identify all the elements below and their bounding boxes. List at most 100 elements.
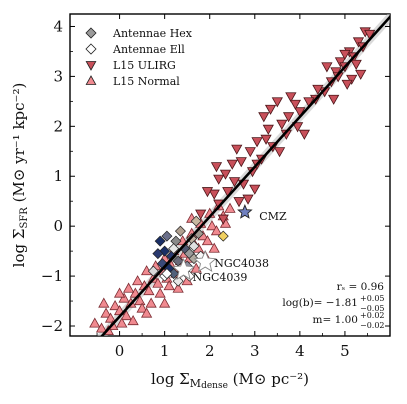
y-tick-label: 4 — [53, 17, 63, 35]
l15-normal-point — [100, 307, 112, 318]
stat-m-sup: +0.02 — [360, 311, 385, 320]
x-tick-label: 2 — [205, 342, 215, 360]
l15-normal-point — [140, 307, 153, 318]
l15-ulirg-point — [282, 112, 295, 123]
l15-ulirg-point — [260, 134, 272, 145]
l15-ulirg-point — [271, 97, 283, 108]
l15-ulirg-point — [201, 187, 214, 198]
antennae-ell-point — [147, 265, 159, 277]
stat-m-sub: −0.02 — [360, 321, 385, 330]
l15-normal-point — [95, 322, 108, 333]
l15-ulirg-point — [291, 122, 304, 133]
stat-logb: log(b)= −1.81 — [282, 297, 358, 309]
plot-border — [69, 13, 391, 337]
l15-ulirg-point — [364, 29, 376, 40]
l15-ulirg-point — [328, 94, 340, 105]
antennae-hex-point — [154, 235, 166, 247]
l15-ulirg-point — [228, 177, 241, 188]
l15-ulirg-point — [226, 159, 238, 170]
antennae-hex-point — [159, 245, 171, 257]
l15-ulirg-point — [235, 157, 247, 168]
antennae-hex-point — [190, 215, 202, 227]
l15-ulirg-point — [339, 49, 351, 60]
l15-ulirg-point — [334, 57, 347, 68]
l15-normal-point — [116, 317, 128, 328]
l15-normal-point — [118, 292, 130, 303]
l15-ulirg-point — [352, 37, 365, 48]
l15-normal-point — [136, 302, 148, 313]
legend-marker — [85, 27, 97, 39]
antennae-ell-point — [217, 230, 229, 242]
x-tick-label: 4 — [295, 342, 305, 360]
l15-ulirg-point — [346, 74, 358, 85]
l15-ulirg-point — [312, 84, 324, 95]
l15-ulirg-point — [222, 187, 234, 198]
legend-label: Antennae Hex — [112, 27, 193, 40]
y-tick-label: 2 — [53, 117, 63, 135]
l15-ulirg-point — [244, 147, 256, 158]
l15-ulirg-point — [251, 137, 263, 148]
l15-normal-point — [152, 277, 164, 288]
legend-marker — [85, 75, 97, 85]
stat-m: m= 1.00 — [313, 314, 358, 326]
l15-ulirg-point — [258, 112, 270, 123]
antennae-ell-point — [168, 243, 180, 255]
l15-normal-point — [210, 225, 223, 236]
fit-line — [100, 15, 390, 336]
l15-normal-point — [122, 282, 135, 293]
x-tick-label: 0 — [115, 342, 125, 360]
l15-normal-point — [89, 317, 101, 328]
x-tick-label: 5 — [340, 342, 350, 360]
l15-normal-point — [224, 202, 236, 213]
l15-normal-point — [172, 282, 184, 293]
l15-normal-point — [145, 297, 157, 308]
l15-ulirg-point — [210, 162, 223, 173]
l15-ulirg-point — [231, 144, 243, 155]
l15-ulirg-point — [195, 209, 207, 220]
y-tick-label: −1 — [41, 267, 63, 285]
l15-normal-point — [98, 297, 110, 308]
l15-ulirg-point — [273, 147, 286, 158]
l15-normal-point — [109, 300, 121, 311]
l15-normal-point — [163, 280, 175, 291]
annotation-label-ngc4039: NGC4039 — [193, 271, 248, 284]
annotation-star-cmz — [237, 204, 253, 219]
antennae-hex-point — [174, 225, 186, 237]
l15-ulirg-point — [219, 169, 232, 180]
l15-ulirg-point — [289, 99, 301, 110]
l15-ulirg-point — [276, 119, 288, 130]
annotation-label-cmz: CMZ — [259, 210, 287, 223]
l15-ulirg-point — [213, 174, 225, 185]
stat-rs: rₛ = 0.96 — [337, 281, 385, 293]
annotation-star-ngc4038 — [193, 249, 217, 272]
fit-statistics: rₛ = 0.96 log(b)= −1.81 +0.05−0.05m= 1.00 +… — [282, 281, 384, 330]
l15-normal-point — [208, 242, 220, 253]
l15-normal-point — [159, 297, 171, 308]
axes: 0 1 2 3 4 5 −2 −1 0 1 2 3 4 log ΣMdense (M⊙ pc⁻²) log … — [10, 14, 390, 391]
legend-marker — [85, 43, 97, 55]
l15-ulirg-point — [285, 92, 297, 103]
antennae-hex-point — [152, 248, 164, 260]
legend: Antennae Hex Antennae Ell L15 ULIRG L15 Nor… — [85, 27, 193, 88]
antennae-ell-point — [161, 268, 173, 280]
plot-area — [89, 14, 390, 336]
l15-ulirg-point — [233, 197, 245, 208]
legend-label: L15 ULIRG — [113, 59, 176, 72]
l15-ulirg-point — [262, 124, 274, 135]
antennae-ell-point — [172, 275, 184, 287]
antennae-hex-point — [161, 230, 173, 242]
l15-normal-point — [120, 310, 132, 321]
y-tick-label: −2 — [41, 317, 63, 335]
l15-normal-point — [104, 312, 117, 323]
y-tick-label: 3 — [53, 67, 63, 85]
l15-ulirg-point — [249, 184, 261, 195]
x-tick-label: 1 — [160, 342, 170, 360]
legend-marker — [85, 61, 97, 71]
l15-ulirg-point — [321, 62, 333, 73]
l15-normal-point — [127, 315, 139, 326]
l15-ulirg-point — [330, 67, 342, 78]
x-tick-label: 3 — [250, 342, 260, 360]
